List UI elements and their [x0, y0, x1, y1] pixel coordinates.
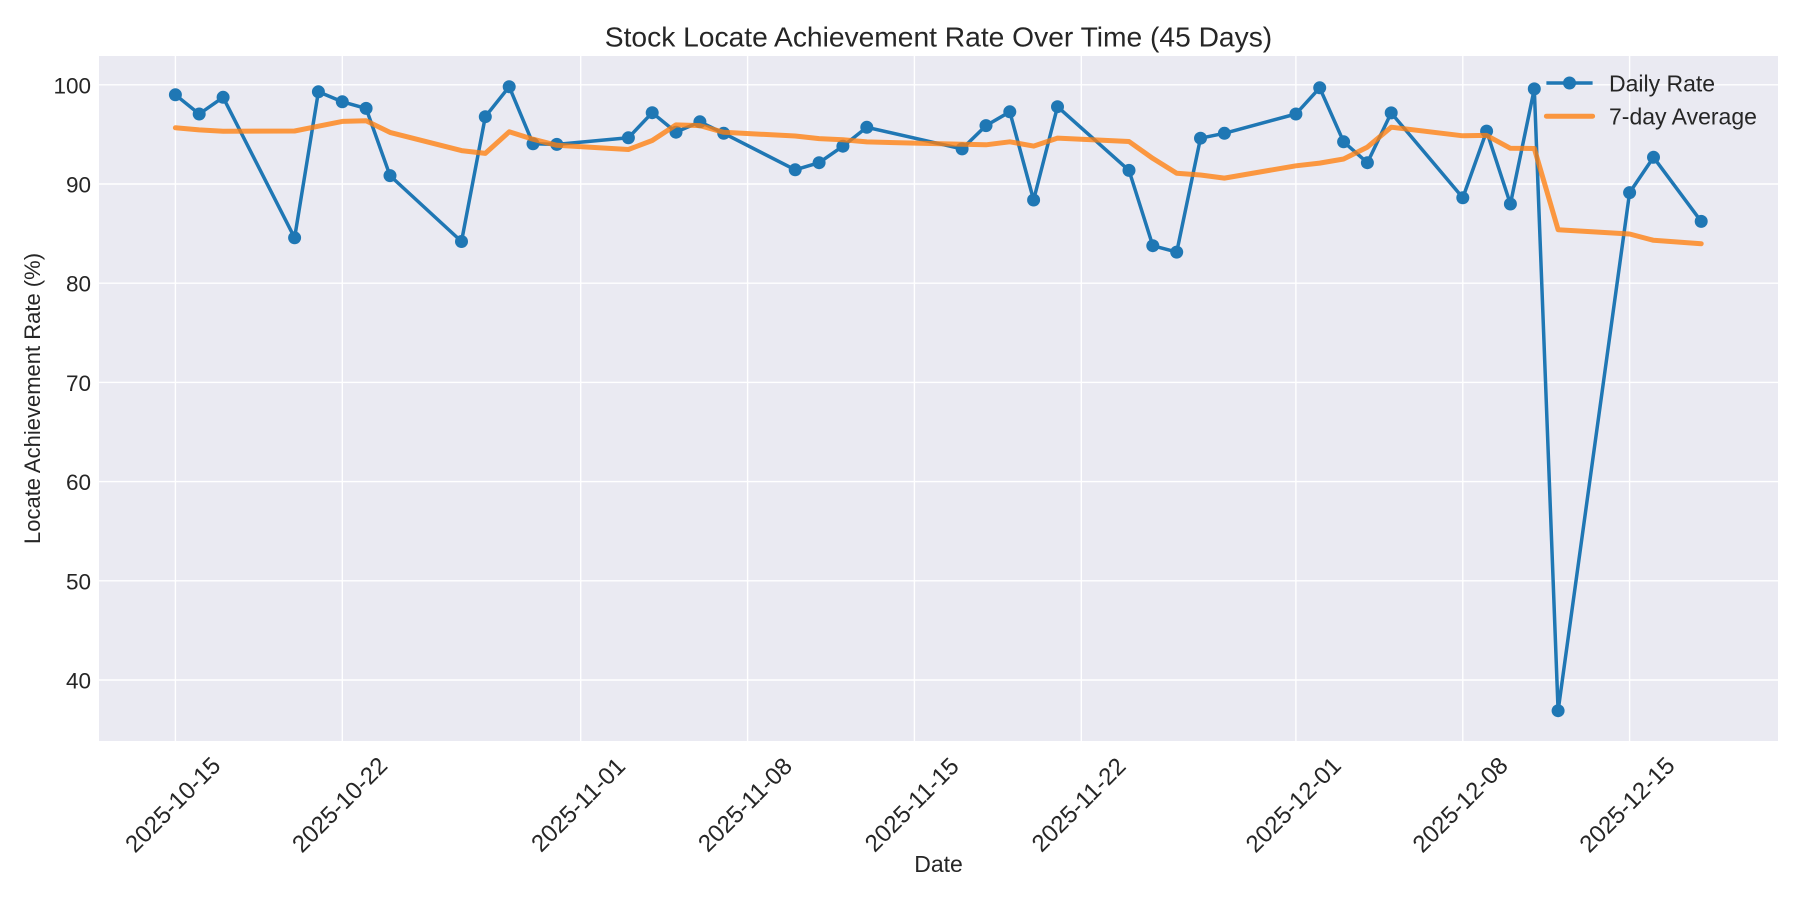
svg-text:100: 100	[53, 73, 91, 98]
svg-text:70: 70	[66, 371, 91, 396]
svg-text:40: 40	[66, 669, 91, 694]
svg-text:60: 60	[66, 470, 91, 495]
svg-text:90: 90	[66, 173, 91, 198]
svg-text:80: 80	[66, 272, 91, 297]
svg-text:Date: Date	[914, 851, 963, 877]
svg-text:Stock Locate Achievement Rate: Stock Locate Achievement Rate Over Time …	[605, 21, 1272, 53]
svg-text:50: 50	[66, 569, 91, 594]
svg-text:7-day Average: 7-day Average	[1609, 104, 1757, 130]
svg-text:Locate Achievement Rate (%): Locate Achievement Rate (%)	[20, 253, 45, 544]
svg-text:Daily Rate: Daily Rate	[1609, 71, 1715, 97]
